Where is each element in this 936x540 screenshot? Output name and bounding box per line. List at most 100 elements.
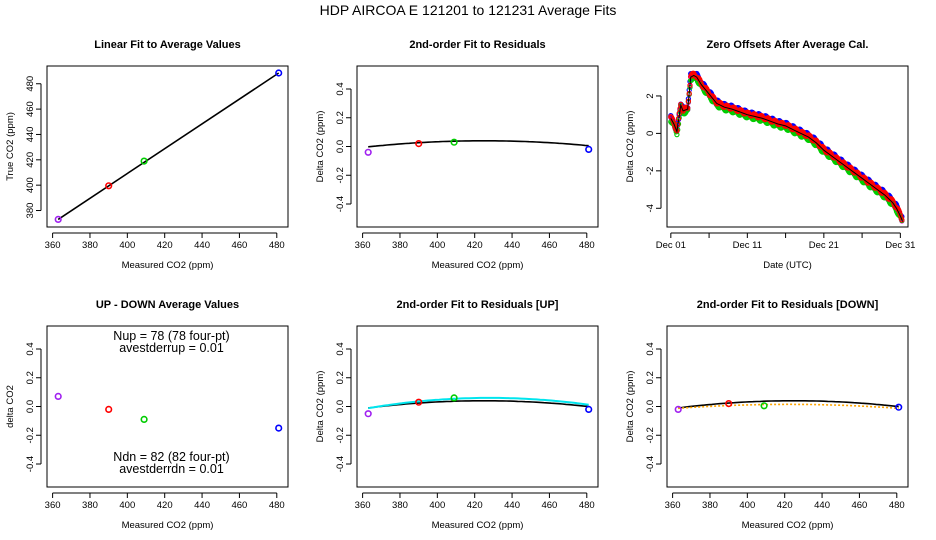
y-tick-label: -0.4 <box>25 456 36 472</box>
x-tick-label: 380 <box>82 500 98 511</box>
x-tick-label: 420 <box>467 500 483 511</box>
blue-point <box>585 145 593 153</box>
blue-point <box>275 424 283 432</box>
annotation-avestderrdn: avestderrdn = 0.01 <box>119 462 224 476</box>
panel-p5: 2nd-order Fit to Residuals [UP] 360 380 400… <box>315 299 599 531</box>
plot-frame <box>666 325 909 488</box>
x-tick-label: 360 <box>355 500 371 511</box>
x-tick-label: 400 <box>739 500 755 511</box>
series-red <box>668 70 905 223</box>
y-tick-label: 0.4 <box>645 342 656 355</box>
green-point <box>140 415 148 424</box>
x-axis-label: Measured CO2 (ppm) <box>432 520 524 531</box>
x-tick-label: 400 <box>429 240 445 251</box>
annotation-nup: Nup = 78 (78 four-pt) <box>113 329 229 343</box>
purple-point <box>364 410 372 418</box>
black-fit-line <box>57 72 280 221</box>
blue-point <box>585 405 593 414</box>
x-axis-label: Date (UTC) <box>763 260 812 271</box>
y-tick-label: 0.2 <box>335 111 346 124</box>
y-axis-label: Delta CO2 (ppm) <box>315 371 326 443</box>
x-tick-label: Dec 11 <box>733 240 762 251</box>
y-tick-label: 440 <box>25 127 36 143</box>
red-point <box>415 398 423 406</box>
y-tick-label: 0.2 <box>335 371 346 384</box>
x-tick-label: 480 <box>889 500 905 511</box>
x-tick-label: 480 <box>269 500 285 511</box>
x-tick-label: Dec 31 <box>885 240 915 251</box>
x-axis-label: Measured CO2 (ppm) <box>742 520 834 531</box>
x-tick-label: Dec 01 <box>656 240 686 251</box>
green-point <box>450 138 458 146</box>
plot-frame <box>356 325 599 488</box>
red-point <box>105 182 113 190</box>
y-tick-label: 0.2 <box>645 371 656 384</box>
y-axis-label: Delta CO2 (ppm) <box>625 371 636 443</box>
y-axis-label: delta CO2 <box>5 385 16 428</box>
x-tick-label: 460 <box>231 500 247 511</box>
x-tick-label: 460 <box>851 500 867 511</box>
blue-point <box>275 69 283 77</box>
x-tick-label: 440 <box>504 240 520 251</box>
x-tick-label: 380 <box>702 500 718 511</box>
x-tick-label: 420 <box>777 500 793 511</box>
x-tick-label: Dec 21 <box>809 240 839 251</box>
x-tick-label: 440 <box>504 500 520 511</box>
offset-trend-line <box>670 74 904 222</box>
annotation-ndn: Ndn = 82 (82 four-pt) <box>113 450 229 464</box>
panel-p6: 2nd-order Fit to Residuals [DOWN] 360 380 4… <box>625 299 909 531</box>
green-point <box>450 394 458 402</box>
panel-p3: Zero Offsets After Average Cal. Dec 01 Dec… <box>625 39 915 271</box>
y-tick-label: 2 <box>645 93 656 98</box>
x-tick-label: 440 <box>194 240 210 251</box>
x-tick-label: 360 <box>355 240 371 251</box>
x-tick-label: 420 <box>467 240 483 251</box>
purple-point <box>54 215 62 223</box>
panel-p2: 2nd-order Fit to Residuals 360 380 400 420 44… <box>315 39 599 271</box>
x-tick-label: 400 <box>429 500 445 511</box>
red-point <box>725 400 733 408</box>
x-tick-label: 380 <box>392 240 408 251</box>
x-axis-label: Measured CO2 (ppm) <box>432 260 524 271</box>
x-tick-label: 480 <box>579 240 595 251</box>
x-tick-label: 420 <box>157 500 173 511</box>
y-axis-label: Delta CO2 (ppm) <box>625 111 636 183</box>
x-tick-label: 440 <box>194 500 210 511</box>
x-tick-label: 480 <box>269 240 285 251</box>
offset-point <box>899 217 905 223</box>
plot-frame <box>46 65 289 228</box>
black-fit-line <box>368 140 589 148</box>
y-axis-label: True CO2 (ppm) <box>5 112 16 181</box>
x-tick-label: 400 <box>119 240 135 251</box>
x-tick-label: 380 <box>82 240 98 251</box>
y-tick-label: 460 <box>25 101 36 117</box>
x-tick-label: 460 <box>231 240 247 251</box>
y-tick-label: -4 <box>645 204 656 212</box>
offset-point <box>898 214 904 221</box>
panel-p4: UP - DOWN Average Values 360 380 400 420 440 4… <box>5 299 289 531</box>
x-tick-label: 380 <box>392 500 408 511</box>
panel-title: 2nd-order Fit to Residuals [DOWN] <box>697 299 879 311</box>
x-tick-label: 460 <box>541 240 557 251</box>
purple-point <box>674 405 682 414</box>
panel-p1: Linear Fit to Average Values 360 380 400 420… <box>5 39 289 271</box>
panel-title: UP - DOWN Average Values <box>96 299 239 311</box>
black-fit-line <box>368 400 589 409</box>
x-axis-label: Measured CO2 (ppm) <box>122 520 214 531</box>
y-tick-label: -0.4 <box>335 456 346 472</box>
blue-point <box>895 403 903 411</box>
y-tick-label: -0.2 <box>645 427 656 443</box>
x-tick-label: 420 <box>157 240 173 251</box>
y-tick-label: -0.2 <box>335 167 346 183</box>
y-tick-label: 380 <box>25 203 36 219</box>
x-tick-label: 360 <box>665 500 681 511</box>
x-axis-label: Measured CO2 (ppm) <box>122 260 214 271</box>
panel-title: Linear Fit to Average Values <box>94 39 241 51</box>
panel-title: Zero Offsets After Average Cal. <box>707 39 869 51</box>
purple-point <box>364 148 372 156</box>
y-axis-label: Delta CO2 (ppm) <box>315 111 326 183</box>
x-tick-label: 360 <box>45 240 61 251</box>
y-tick-label: 0 <box>645 131 656 136</box>
y-tick-label: 0.0 <box>645 400 656 413</box>
y-tick-label: 0.0 <box>335 400 346 413</box>
